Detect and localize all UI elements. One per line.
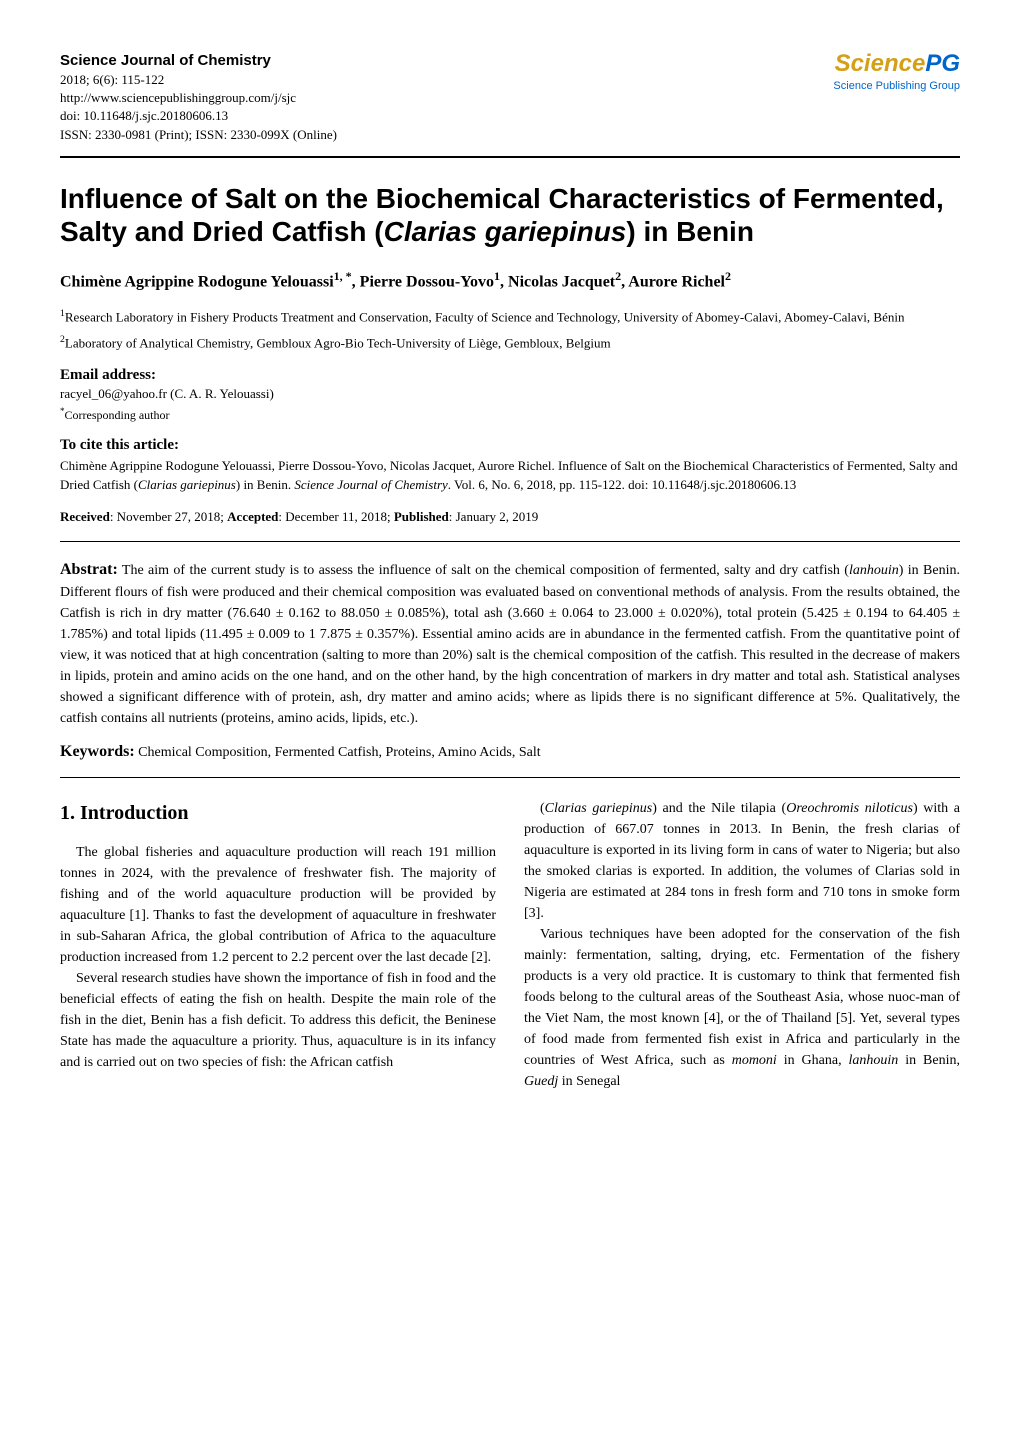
publisher-logo: SciencePG Science Publishing Group — [833, 50, 960, 92]
logo-pg-text: PG — [925, 50, 960, 77]
abstract-divider-bottom — [60, 777, 960, 778]
abstract: Abstrat: The aim of the current study is… — [60, 558, 960, 729]
abstract-divider-top — [60, 541, 960, 542]
intro-p3: (Clarias gariepinus) and the Nile tilapi… — [524, 798, 960, 924]
intro-heading: 1. Introduction — [60, 798, 496, 828]
column-right: (Clarias gariepinus) and the Nile tilapi… — [524, 798, 960, 1092]
journal-doi: doi: 10.11648/j.sjc.20180606.13 — [60, 107, 337, 125]
email-label: Email address: — [60, 367, 960, 384]
authors: Chimène Agrippine Rodogune Yelouassi1, *… — [60, 269, 960, 291]
affiliation-1: 1Research Laboratory in Fishery Products… — [60, 307, 960, 327]
keywords-text: Chemical Composition, Fermented Catfish,… — [138, 745, 540, 760]
abstract-label: Abstrat: — [60, 561, 118, 578]
intro-p1: The global fisheries and aquaculture pro… — [60, 842, 496, 968]
paper-title: Influence of Salt on the Biochemical Cha… — [60, 182, 960, 249]
cite-label: To cite this article: — [60, 437, 960, 454]
email-address: racyel_06@yahoo.fr (C. A. R. Yelouassi) — [60, 386, 960, 402]
keywords: Keywords: Chemical Composition, Fermente… — [60, 743, 960, 761]
intro-p4: Various techniques have been adopted for… — [524, 924, 960, 1092]
logo-subtitle: Science Publishing Group — [833, 80, 960, 92]
page-header: Science Journal of Chemistry 2018; 6(6):… — [60, 50, 960, 144]
journal-title: Science Journal of Chemistry — [60, 50, 337, 71]
journal-issue: 2018; 6(6): 115-122 — [60, 71, 337, 89]
column-left: 1. Introduction The global fisheries and… — [60, 798, 496, 1092]
corresponding-author: *Corresponding author — [60, 406, 960, 423]
journal-info: Science Journal of Chemistry 2018; 6(6):… — [60, 50, 337, 144]
intro-p2: Several research studies have shown the … — [60, 968, 496, 1073]
affiliation-2: 2Laboratory of Analytical Chemistry, Gem… — [60, 333, 960, 353]
body-columns: 1. Introduction The global fisheries and… — [60, 798, 960, 1092]
publication-dates: Received: November 27, 2018; Accepted: D… — [60, 509, 960, 525]
journal-issn: ISSN: 2330-0981 (Print); ISSN: 2330-099X… — [60, 126, 337, 144]
keywords-label: Keywords: — [60, 743, 135, 760]
header-divider — [60, 156, 960, 158]
logo-science-text: Science — [835, 50, 926, 77]
citation-text: Chimène Agrippine Rodogune Yelouassi, Pi… — [60, 456, 960, 495]
logo-text: SciencePG — [833, 50, 960, 78]
journal-url: http://www.sciencepublishinggroup.com/j/… — [60, 89, 337, 107]
